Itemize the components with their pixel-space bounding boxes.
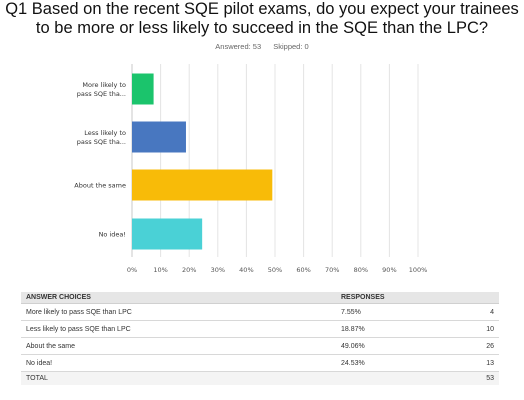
bar — [132, 121, 186, 153]
answer-choice-cell: No idea! — [21, 354, 336, 372]
x-tick-label: 20% — [182, 266, 196, 274]
response-count-cell: 4 — [439, 303, 499, 321]
x-tick-label: 30% — [211, 266, 225, 274]
total-count-cell: 53 — [439, 371, 499, 385]
x-tick-label: 80% — [354, 266, 368, 274]
total-row: TOTAL 53 — [21, 371, 499, 385]
question-title-line-1: Q1 Based on the recent SQE pilot exams, … — [5, 0, 519, 18]
category-label: No idea! — [99, 231, 126, 239]
response-percent-cell: 49.06% — [336, 337, 439, 355]
category-label: pass SQE tha... — [77, 138, 126, 146]
response-count-cell: 13 — [439, 354, 499, 372]
answer-choice-cell: More likely to pass SQE than LPC — [21, 303, 336, 321]
question-title-line-2: to be more or less likely to succeed in … — [35, 19, 489, 37]
response-percent-cell: 18.87% — [336, 320, 439, 338]
x-tick-label: 40% — [239, 266, 253, 274]
x-tick-label: 50% — [268, 266, 282, 274]
response-count-cell: 26 — [439, 337, 499, 355]
total-label-cell: TOTAL — [21, 371, 336, 385]
category-label: pass SQE tha... — [77, 90, 126, 98]
table-row: More likely to pass SQE than LPC 7.55% 4 — [21, 303, 499, 321]
responses-header: RESPONSES — [336, 292, 499, 304]
table-row: No idea! 24.53% 13 — [21, 354, 499, 372]
table-row: Less likely to pass SQE than LPC 18.87% … — [21, 320, 499, 338]
x-tick-label: 10% — [153, 266, 167, 274]
skipped-count: Skipped: 0 — [273, 42, 309, 51]
total-empty-cell — [336, 371, 439, 385]
response-percent-cell: 7.55% — [336, 303, 439, 321]
response-summary: Answered: 53 Skipped: 0 — [0, 42, 524, 51]
bar — [132, 73, 154, 105]
answer-choice-cell: About the same — [21, 337, 336, 355]
bar — [132, 218, 203, 250]
bar-chart: 0% 10% 20% 30% 40% 50% 60% 70% 80% 90% 100% More li… — [74, 64, 428, 274]
answer-choices-header: ANSWER CHOICES — [21, 292, 336, 304]
category-label: Less likely to — [84, 129, 126, 137]
answer-choice-cell: Less likely to pass SQE than LPC — [21, 320, 336, 338]
category-label: About the same — [74, 182, 126, 190]
table-header-row: ANSWER CHOICES RESPONSES — [21, 292, 499, 304]
x-tick-label: 90% — [382, 266, 396, 274]
answered-count: Answered: 53 — [215, 42, 262, 51]
response-count-cell: 10 — [439, 320, 499, 338]
question-title: Q1 Based on the recent SQE pilot exams, … — [0, 0, 524, 38]
bar — [132, 169, 273, 201]
x-tick-label: 60% — [296, 266, 310, 274]
responses-table: ANSWER CHOICES RESPONSES More likely to … — [21, 292, 499, 385]
table-row: About the same 49.06% 26 — [21, 337, 499, 355]
x-tick-label: 70% — [325, 266, 339, 274]
x-tick-label: 0% — [127, 266, 137, 274]
x-tick-label: 100% — [409, 266, 428, 274]
response-percent-cell: 24.53% — [336, 354, 439, 372]
category-label: More likely to — [82, 81, 126, 89]
